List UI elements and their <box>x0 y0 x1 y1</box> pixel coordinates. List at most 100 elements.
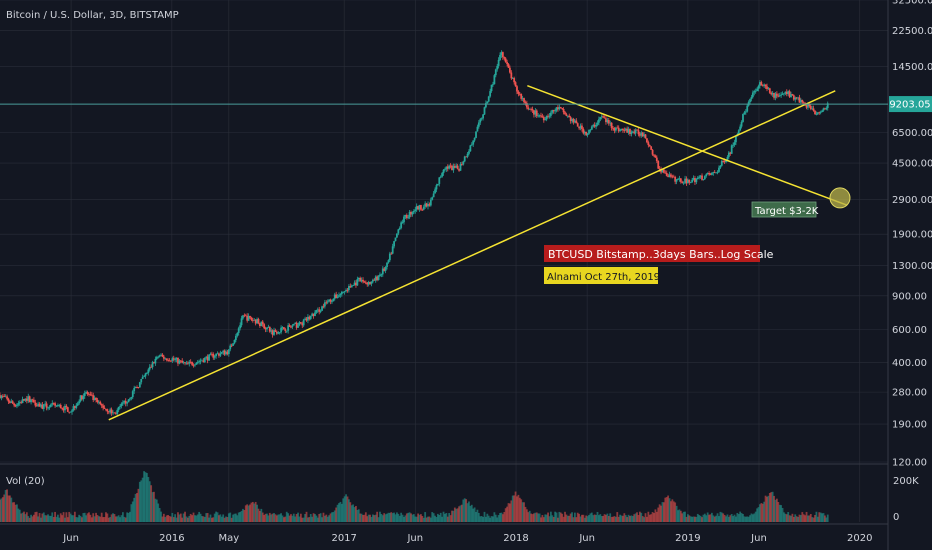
volume-bar <box>470 504 473 522</box>
candle-body <box>188 361 191 364</box>
volume-bar <box>17 508 20 522</box>
volume-bar <box>630 515 633 522</box>
volume-bar <box>606 513 609 522</box>
candle-body <box>287 325 290 331</box>
candle-body <box>325 302 328 304</box>
volume-bar <box>665 497 668 522</box>
volume-bar <box>8 495 11 522</box>
volume-bar <box>744 516 747 522</box>
volume-bar <box>677 510 679 522</box>
volume-bar <box>408 512 411 522</box>
candle-body <box>720 161 723 166</box>
price-axis[interactable]: 32500.00 22500.00 14500.00 6500.00 4500.00 29… <box>892 0 932 469</box>
volume-bar <box>10 497 13 522</box>
candle-body <box>684 178 686 183</box>
candle-body <box>719 165 722 168</box>
volume-bar <box>414 516 417 522</box>
candle-body <box>777 95 780 97</box>
candle-body <box>59 404 62 409</box>
candle-body <box>558 107 561 110</box>
trendlines[interactable] <box>108 84 848 421</box>
volume-bar <box>538 513 541 522</box>
candle-body <box>756 88 759 91</box>
volume-bar <box>730 514 733 522</box>
candle-body <box>352 285 355 286</box>
candle-body <box>144 373 147 377</box>
candle-body <box>807 104 809 108</box>
candle-body <box>521 98 524 99</box>
volume-bar <box>302 517 305 522</box>
volume-bar <box>381 515 384 522</box>
target-zone-marker[interactable] <box>829 187 851 209</box>
candle-body <box>147 369 150 373</box>
candle-body <box>739 126 742 131</box>
candle-body <box>0 395 1 399</box>
candle-body <box>571 119 573 122</box>
candle-body <box>398 227 401 230</box>
volume-bar <box>692 516 695 522</box>
candle-body <box>155 357 158 359</box>
volume-bar <box>578 513 581 522</box>
candle-body <box>729 152 732 154</box>
volume-bar <box>708 514 710 522</box>
candle-body <box>468 151 470 154</box>
volume-bar <box>675 505 678 522</box>
volume-bar <box>297 512 299 522</box>
candle-body <box>66 407 69 412</box>
candle-body <box>318 309 321 312</box>
volume-bar <box>451 510 453 522</box>
volume-bar <box>737 514 740 522</box>
volume-bar <box>157 503 160 522</box>
candle-body <box>35 405 38 407</box>
candle-body <box>140 378 143 383</box>
volume-bar <box>763 501 766 522</box>
candle-body <box>202 360 205 363</box>
candle-body <box>179 360 182 362</box>
candle-body <box>342 291 345 293</box>
candle-body <box>340 291 343 295</box>
candle-body <box>360 279 363 282</box>
volume-bar <box>612 516 614 522</box>
candle-body <box>64 405 66 411</box>
candle-body <box>653 154 655 156</box>
volume-bar <box>797 516 799 522</box>
volume-bar <box>246 504 249 522</box>
volume-bar <box>223 517 226 522</box>
volume-bar <box>792 516 795 522</box>
candle-body <box>134 386 137 388</box>
volume-bar <box>674 502 677 522</box>
candle-body <box>682 182 685 184</box>
candle-body <box>174 359 177 361</box>
volume-bar <box>155 499 158 522</box>
volume-bar <box>277 514 280 522</box>
volume-bar <box>559 512 562 522</box>
candle-body <box>206 356 209 361</box>
candle-body <box>798 97 801 103</box>
candle-body <box>678 178 681 180</box>
candle-body <box>247 315 250 321</box>
volume-bar <box>393 512 395 522</box>
volume-bar <box>192 512 195 522</box>
candle-body <box>766 86 768 90</box>
volume-bar <box>689 516 692 522</box>
volume-bar <box>671 499 674 522</box>
time-tick-label: 2020 <box>847 533 872 544</box>
title-annotation[interactable]: BTCUSD Bitstamp..3days Bars..Log Scale <box>544 245 774 262</box>
volume-bar <box>102 517 105 522</box>
volume-bar <box>694 516 696 522</box>
candle-body <box>784 91 787 94</box>
volume-bar <box>809 513 812 522</box>
author-annotation[interactable]: Alnami Oct 27th, 2019 <box>544 267 660 284</box>
time-axis[interactable]: Jun 2016 May 2017 Jun 2018 Jun 2019 Jun 2020 <box>62 533 872 544</box>
candle-body <box>275 331 278 334</box>
target-annotation[interactable]: Target $3-2K <box>751 201 819 218</box>
volume-bar <box>295 513 298 522</box>
volume-bar <box>21 512 24 522</box>
candle-body <box>154 358 157 364</box>
candle-body <box>643 134 646 137</box>
candle-body <box>694 178 696 183</box>
candle-body <box>757 85 760 89</box>
volume-bar <box>691 516 694 522</box>
volume-bar <box>373 515 376 522</box>
